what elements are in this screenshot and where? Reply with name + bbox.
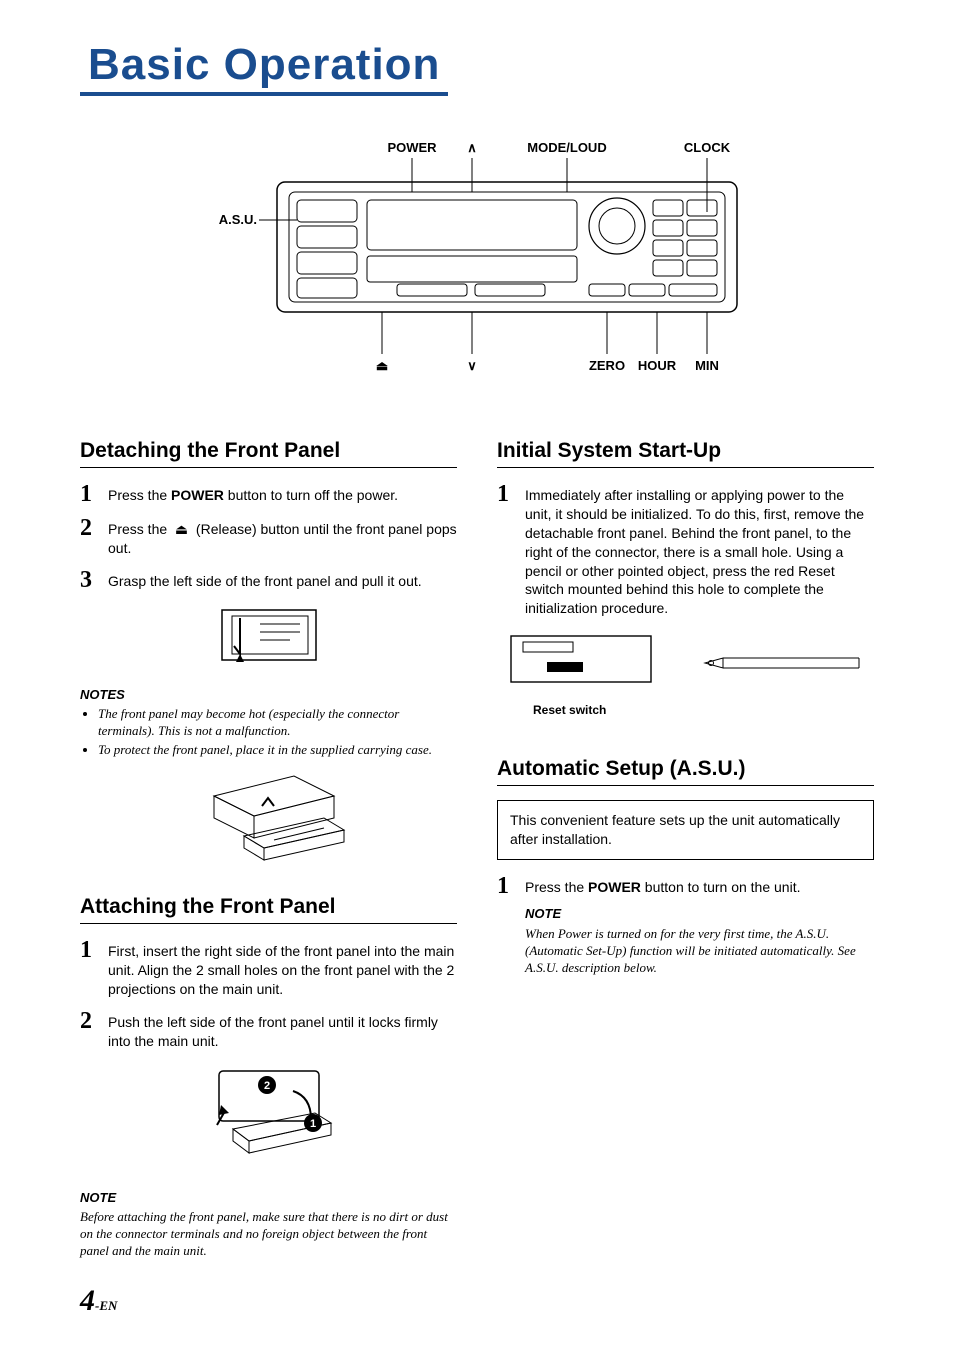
section-title-detach: Detaching the Front Panel [80, 439, 457, 468]
left-column: Detaching the Front Panel 1 Press the PO… [80, 439, 457, 1260]
step-text: Grasp the left side of the front panel a… [108, 568, 422, 592]
attach-figure: 2 1 [80, 1061, 457, 1176]
asu-feature-box: This convenient feature sets up the unit… [497, 800, 874, 860]
step-text: Push the left side of the front panel un… [108, 1009, 457, 1051]
detach-step-3: 3 Grasp the left side of the front panel… [80, 568, 457, 592]
label-min: MIN [695, 358, 719, 373]
attach-step-1: 1 First, insert the right side of the fr… [80, 938, 457, 999]
detach-figure [80, 602, 457, 673]
detach-step-1: 1 Press the POWER button to turn off the… [80, 482, 457, 506]
step-number: 1 [80, 938, 108, 999]
detach-step-2: 2 Press the ⏏ (Release) button until the… [80, 516, 457, 558]
asu-note: When Power is turned on for the very fir… [525, 926, 874, 977]
step-number: 2 [80, 516, 108, 558]
step-text: Press the POWER button to turn on the un… [525, 874, 874, 977]
step-number: 1 [497, 482, 525, 618]
asu-step-text: Press the POWER button to turn on the un… [525, 879, 800, 895]
step-number: 1 [497, 874, 525, 977]
page-number-value: 4 [80, 1284, 95, 1317]
step-number: 2 [80, 1009, 108, 1051]
step-text: First, insert the right side of the fron… [108, 938, 457, 999]
note-heading: NOTE [525, 905, 874, 923]
svg-text:1: 1 [309, 1118, 315, 1130]
label-zero: ZERO [589, 358, 625, 373]
svg-text:2: 2 [263, 1080, 269, 1092]
step-number: 1 [80, 482, 108, 506]
attach-note: Before attaching the front panel, make s… [80, 1209, 457, 1260]
note-heading: NOTE [80, 1190, 457, 1205]
step-text: Press the POWER button to turn off the p… [108, 482, 398, 506]
step-text: Press the ⏏ (Release) button until the f… [108, 516, 457, 558]
step-text: Immediately after installing or applying… [525, 482, 874, 618]
right-column: Initial System Start-Up 1 Immediately af… [497, 439, 874, 1260]
case-figure [80, 766, 457, 881]
label-power: POWER [387, 140, 437, 155]
page-number: 4-EN [80, 1284, 117, 1318]
section-title-attach: Attaching the Front Panel [80, 895, 457, 924]
section-title-asu: Automatic Setup (A.S.U.) [497, 757, 874, 786]
notes-heading: NOTES [80, 687, 457, 702]
asu-step-1: 1 Press the POWER button to turn on the … [497, 874, 874, 977]
label-eject-icon: ⏏ [376, 358, 388, 373]
device-diagram: POWER ∧ MODE/LOUD CLOCK A.S.U. [80, 134, 874, 399]
label-asu: A.S.U. [219, 212, 257, 227]
detach-notes-list: The front panel may become hot (especial… [80, 706, 457, 759]
label-clock: CLOCK [684, 140, 731, 155]
content-columns: Detaching the Front Panel 1 Press the PO… [80, 439, 874, 1260]
manual-page: Basic Operation POWER ∧ MODE/LOUD CLOCK … [0, 0, 954, 1348]
label-down-icon: ∨ [467, 358, 477, 373]
note-item: The front panel may become hot (especial… [98, 706, 457, 740]
attach-step-2: 2 Push the left side of the front panel … [80, 1009, 457, 1051]
page-number-suffix: -EN [95, 1298, 117, 1313]
label-mode-loud: MODE/LOUD [527, 140, 606, 155]
page-title: Basic Operation [80, 40, 448, 96]
label-up-icon: ∧ [467, 140, 477, 155]
note-item: To protect the front panel, place it in … [98, 742, 457, 759]
step-number: 3 [80, 568, 108, 592]
startup-step-1: 1 Immediately after installing or applyi… [497, 482, 874, 618]
section-title-startup: Initial System Start-Up [497, 439, 874, 468]
reset-switch-label: Reset switch [533, 703, 874, 717]
label-hour: HOUR [638, 358, 677, 373]
reset-figure: Reset switch [503, 628, 874, 717]
